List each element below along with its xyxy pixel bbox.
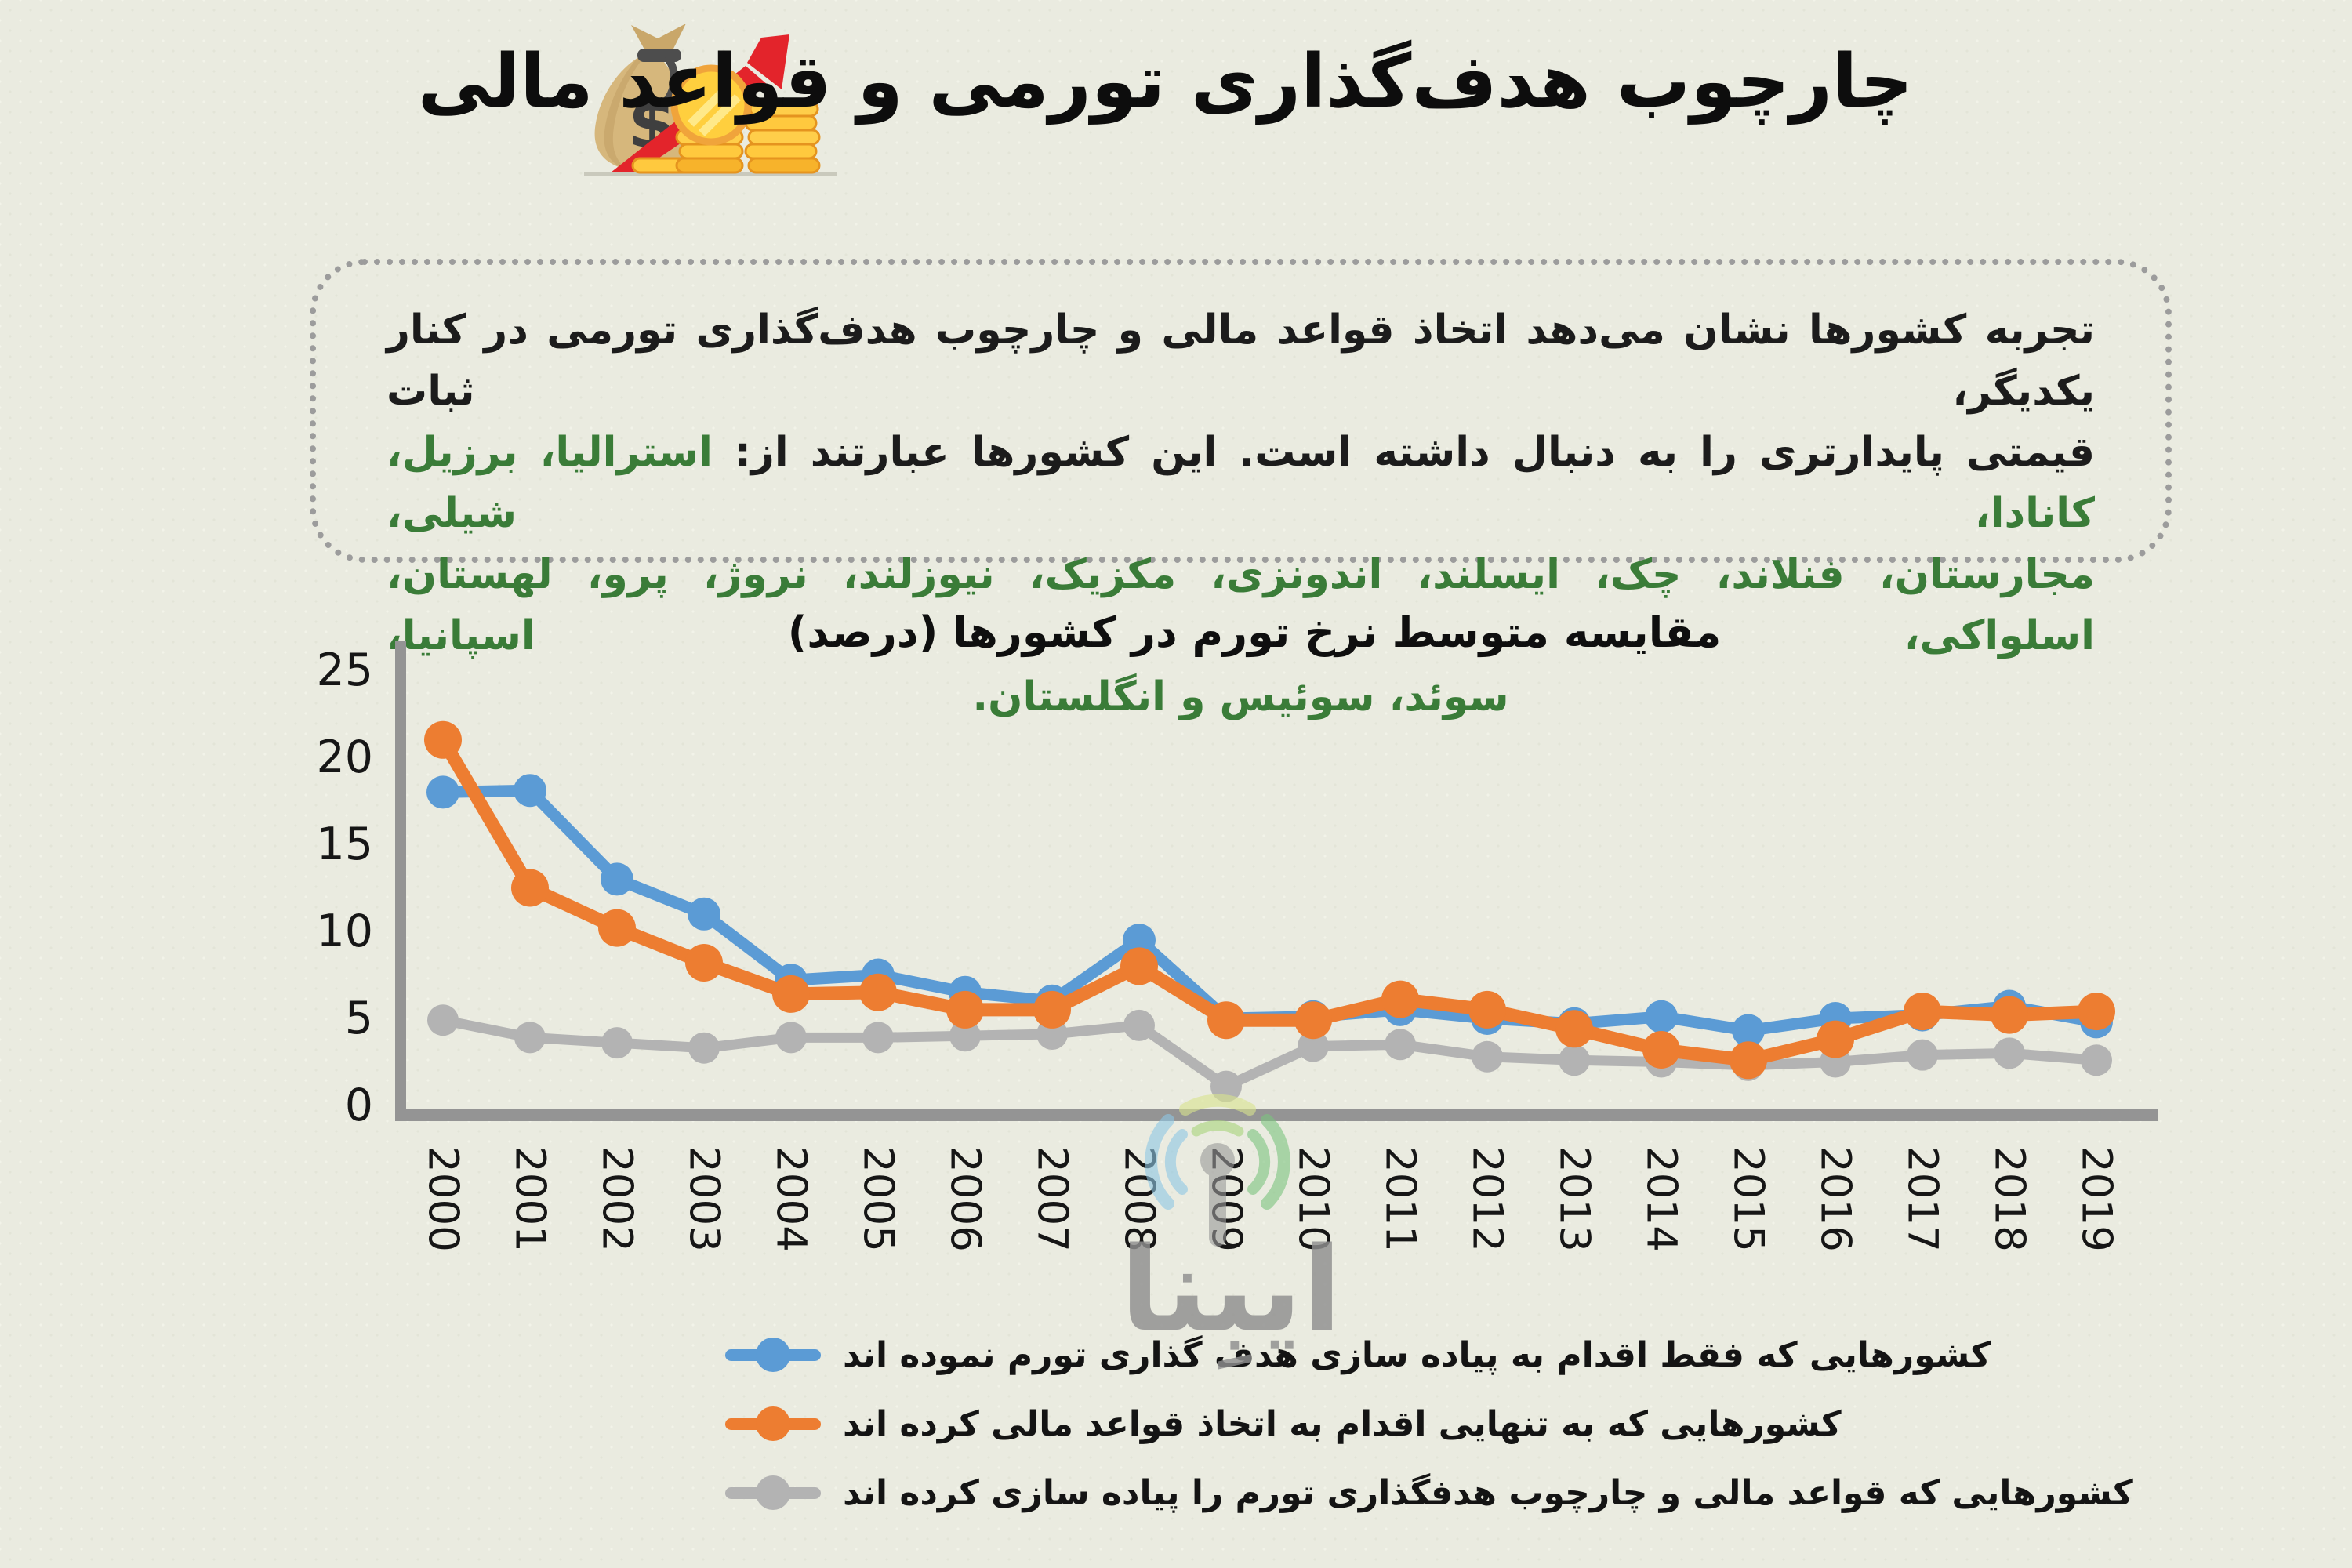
data-point	[1033, 990, 1071, 1029]
data-point	[2081, 1044, 2112, 1076]
data-point	[1120, 947, 1158, 985]
x-tick-label: 2012	[1464, 1146, 1512, 1252]
summary-box: تجربه کشورها نشان می‌دهد اتخاذ قواعد مال…	[310, 259, 2172, 720]
data-point	[601, 862, 633, 896]
data-point	[427, 1004, 459, 1036]
data-point	[1123, 924, 1156, 957]
x-tick-label: 2016	[1812, 1146, 1860, 1252]
legend-label: کشورهایی که به تنهایی اقدام به اتخاذ قوا…	[843, 1403, 1842, 1444]
data-point	[1645, 1000, 1678, 1033]
data-point	[1207, 1001, 1245, 1040]
legend-item-inflation-targeting-only: کشورهایی که فقط اقدام به پیاده سازی هدف …	[725, 1323, 1991, 1386]
x-axis-line	[395, 1109, 2158, 1121]
data-point	[1642, 1031, 1680, 1069]
y-tick-label: 5	[345, 993, 373, 1044]
y-tick-label: 0	[345, 1080, 373, 1131]
x-tick-label: 2009	[1203, 1146, 1250, 1252]
page-title: چارچوب هدف‌گذاری تورمی و قواعد مالی	[417, 39, 1913, 125]
coin-icon	[670, 64, 752, 146]
data-point	[862, 1022, 894, 1054]
x-tick-label: 2019	[2073, 1146, 2121, 1252]
data-point	[1730, 1041, 1767, 1080]
x-tick-label: 2011	[1377, 1146, 1425, 1252]
y-axis-line	[395, 641, 406, 1121]
data-point	[424, 720, 462, 759]
y-tick-label: 10	[316, 906, 373, 957]
x-tick-label: 2007	[1029, 1146, 1076, 1252]
data-point	[1991, 996, 2028, 1034]
money-growth-icon: $	[584, 24, 837, 176]
data-point	[1994, 1037, 2025, 1069]
data-point	[949, 1020, 981, 1052]
x-tick-label: 2013	[1551, 1146, 1599, 1252]
x-tick-label: 2014	[1638, 1146, 1686, 1252]
data-point	[1472, 1040, 1503, 1073]
summary-line-4-countries: سوئد، سوئیس و انگلستان.	[972, 673, 1509, 720]
x-tick-label: 2010	[1290, 1146, 1338, 1252]
x-tick-label: 2008	[1116, 1146, 1163, 1252]
data-point	[688, 897, 720, 931]
summary-line-2-countries: استرالیا، برزیل، کانادا، شیلی،	[387, 429, 2095, 537]
x-tick-label: 2002	[593, 1146, 641, 1252]
data-point	[1559, 1044, 1590, 1076]
data-point	[1385, 1029, 1416, 1061]
x-tick-label: 2000	[419, 1146, 467, 1252]
x-tick-label: 2018	[1986, 1146, 2034, 1252]
summary-line-1: تجربه کشورها نشان می‌دهد اتخاذ قواعد مال…	[387, 307, 2095, 415]
data-point	[1732, 1014, 1765, 1047]
legend-label: کشورهایی که قواعد مالی و چارچوب هدفگذاری…	[843, 1472, 2133, 1513]
data-point	[859, 973, 897, 1011]
x-tick-label: 2003	[681, 1146, 728, 1252]
y-tick-label: 20	[316, 731, 373, 783]
ground-line	[584, 172, 837, 176]
x-tick-label: 2005	[855, 1146, 902, 1252]
data-point	[685, 944, 723, 982]
data-point	[946, 990, 984, 1029]
data-point	[772, 975, 810, 1013]
data-point	[1123, 1009, 1155, 1041]
x-tick-label: 2001	[506, 1146, 554, 1252]
data-point	[1817, 1020, 1854, 1058]
chart-title: مقایسه متوسط نرخ تورم در کشورها (درصد)	[787, 608, 1722, 657]
data-point	[598, 909, 636, 947]
data-point	[1904, 993, 1941, 1031]
x-tick-label: 2004	[768, 1146, 815, 1252]
data-point	[1298, 1030, 1329, 1062]
data-point	[1555, 1010, 1593, 1048]
data-point	[1907, 1039, 1938, 1071]
data-point	[1294, 1001, 1332, 1040]
x-tick-label: 2006	[942, 1146, 989, 1252]
data-point	[601, 1027, 633, 1059]
data-point	[511, 869, 549, 907]
blue-line-marker-icon	[725, 1338, 821, 1372]
summary-line-2: قیمتی پایدارتری را به دنبال داشته است. ا…	[387, 422, 2095, 544]
legend-item-fiscal-rules-only: کشورهایی که به تنهایی اقدام به اتخاذ قوا…	[725, 1392, 1842, 1455]
data-point	[426, 775, 459, 809]
data-point	[1381, 980, 1419, 1018]
summary-line-2-black: قیمتی پایدارتری را به دنبال داشته است. ا…	[713, 429, 2095, 476]
legend-label: کشورهایی که فقط اقدام به پیاده سازی هدف …	[843, 1334, 1991, 1375]
legend-item-both-frameworks: کشورهایی که قواعد مالی و چارچوب هدفگذاری…	[725, 1461, 2133, 1524]
y-tick-label: 15	[316, 818, 373, 870]
data-point	[2078, 993, 2115, 1031]
data-point	[514, 774, 546, 808]
summary-line-3-countries: مجارستان، فنلاند، چک، ایسلند، اندونزی، م…	[387, 551, 2095, 659]
data-point	[688, 1032, 720, 1064]
gray-line-marker-icon	[725, 1475, 821, 1510]
orange-line-marker-icon	[725, 1406, 821, 1441]
data-point	[1468, 990, 1506, 1029]
data-point	[514, 1022, 546, 1054]
data-point	[1210, 1070, 1242, 1102]
x-tick-label: 2017	[1899, 1146, 1947, 1252]
x-tick-label: 2015	[1725, 1146, 1773, 1252]
data-point	[775, 1022, 807, 1054]
y-tick-label: 25	[316, 644, 373, 696]
